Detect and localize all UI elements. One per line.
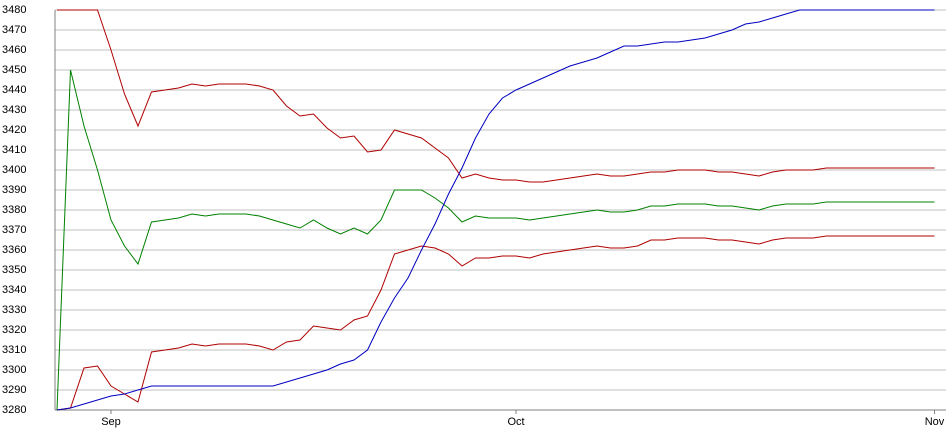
y-tick-label: 3480 <box>2 4 26 16</box>
y-tick-label: 3340 <box>2 284 26 296</box>
y-tick-label: 3450 <box>2 64 26 76</box>
y-tick-label: 3310 <box>2 344 26 356</box>
y-tick-label: 3300 <box>2 364 26 376</box>
y-tick-label: 3380 <box>2 204 26 216</box>
y-tick-label: 3290 <box>2 384 26 396</box>
y-tick-label: 3320 <box>2 324 26 336</box>
y-tick-label: 3410 <box>2 144 26 156</box>
y-tick-label: 3400 <box>2 164 26 176</box>
x-tick-label: Nov <box>925 416 945 428</box>
x-tick-label: Oct <box>507 416 524 428</box>
y-tick-label: 3350 <box>2 264 26 276</box>
y-tick-label: 3330 <box>2 304 26 316</box>
series-line <box>57 9 935 183</box>
y-tick-label: 3440 <box>2 84 26 96</box>
y-tick-label: 3280 <box>2 404 26 416</box>
series-line <box>56 69 935 411</box>
series-line <box>56 9 935 411</box>
y-tick-label: 3470 <box>2 24 26 36</box>
y-tick-label: 3420 <box>2 124 26 136</box>
y-tick-label: 3460 <box>2 44 26 56</box>
y-tick-label: 3360 <box>2 244 26 256</box>
y-tick-label: 3390 <box>2 184 26 196</box>
x-tick-label: Sep <box>101 416 121 428</box>
series-line <box>56 235 935 411</box>
y-tick-label: 3430 <box>2 104 26 116</box>
y-tick-label: 3370 <box>2 224 26 236</box>
